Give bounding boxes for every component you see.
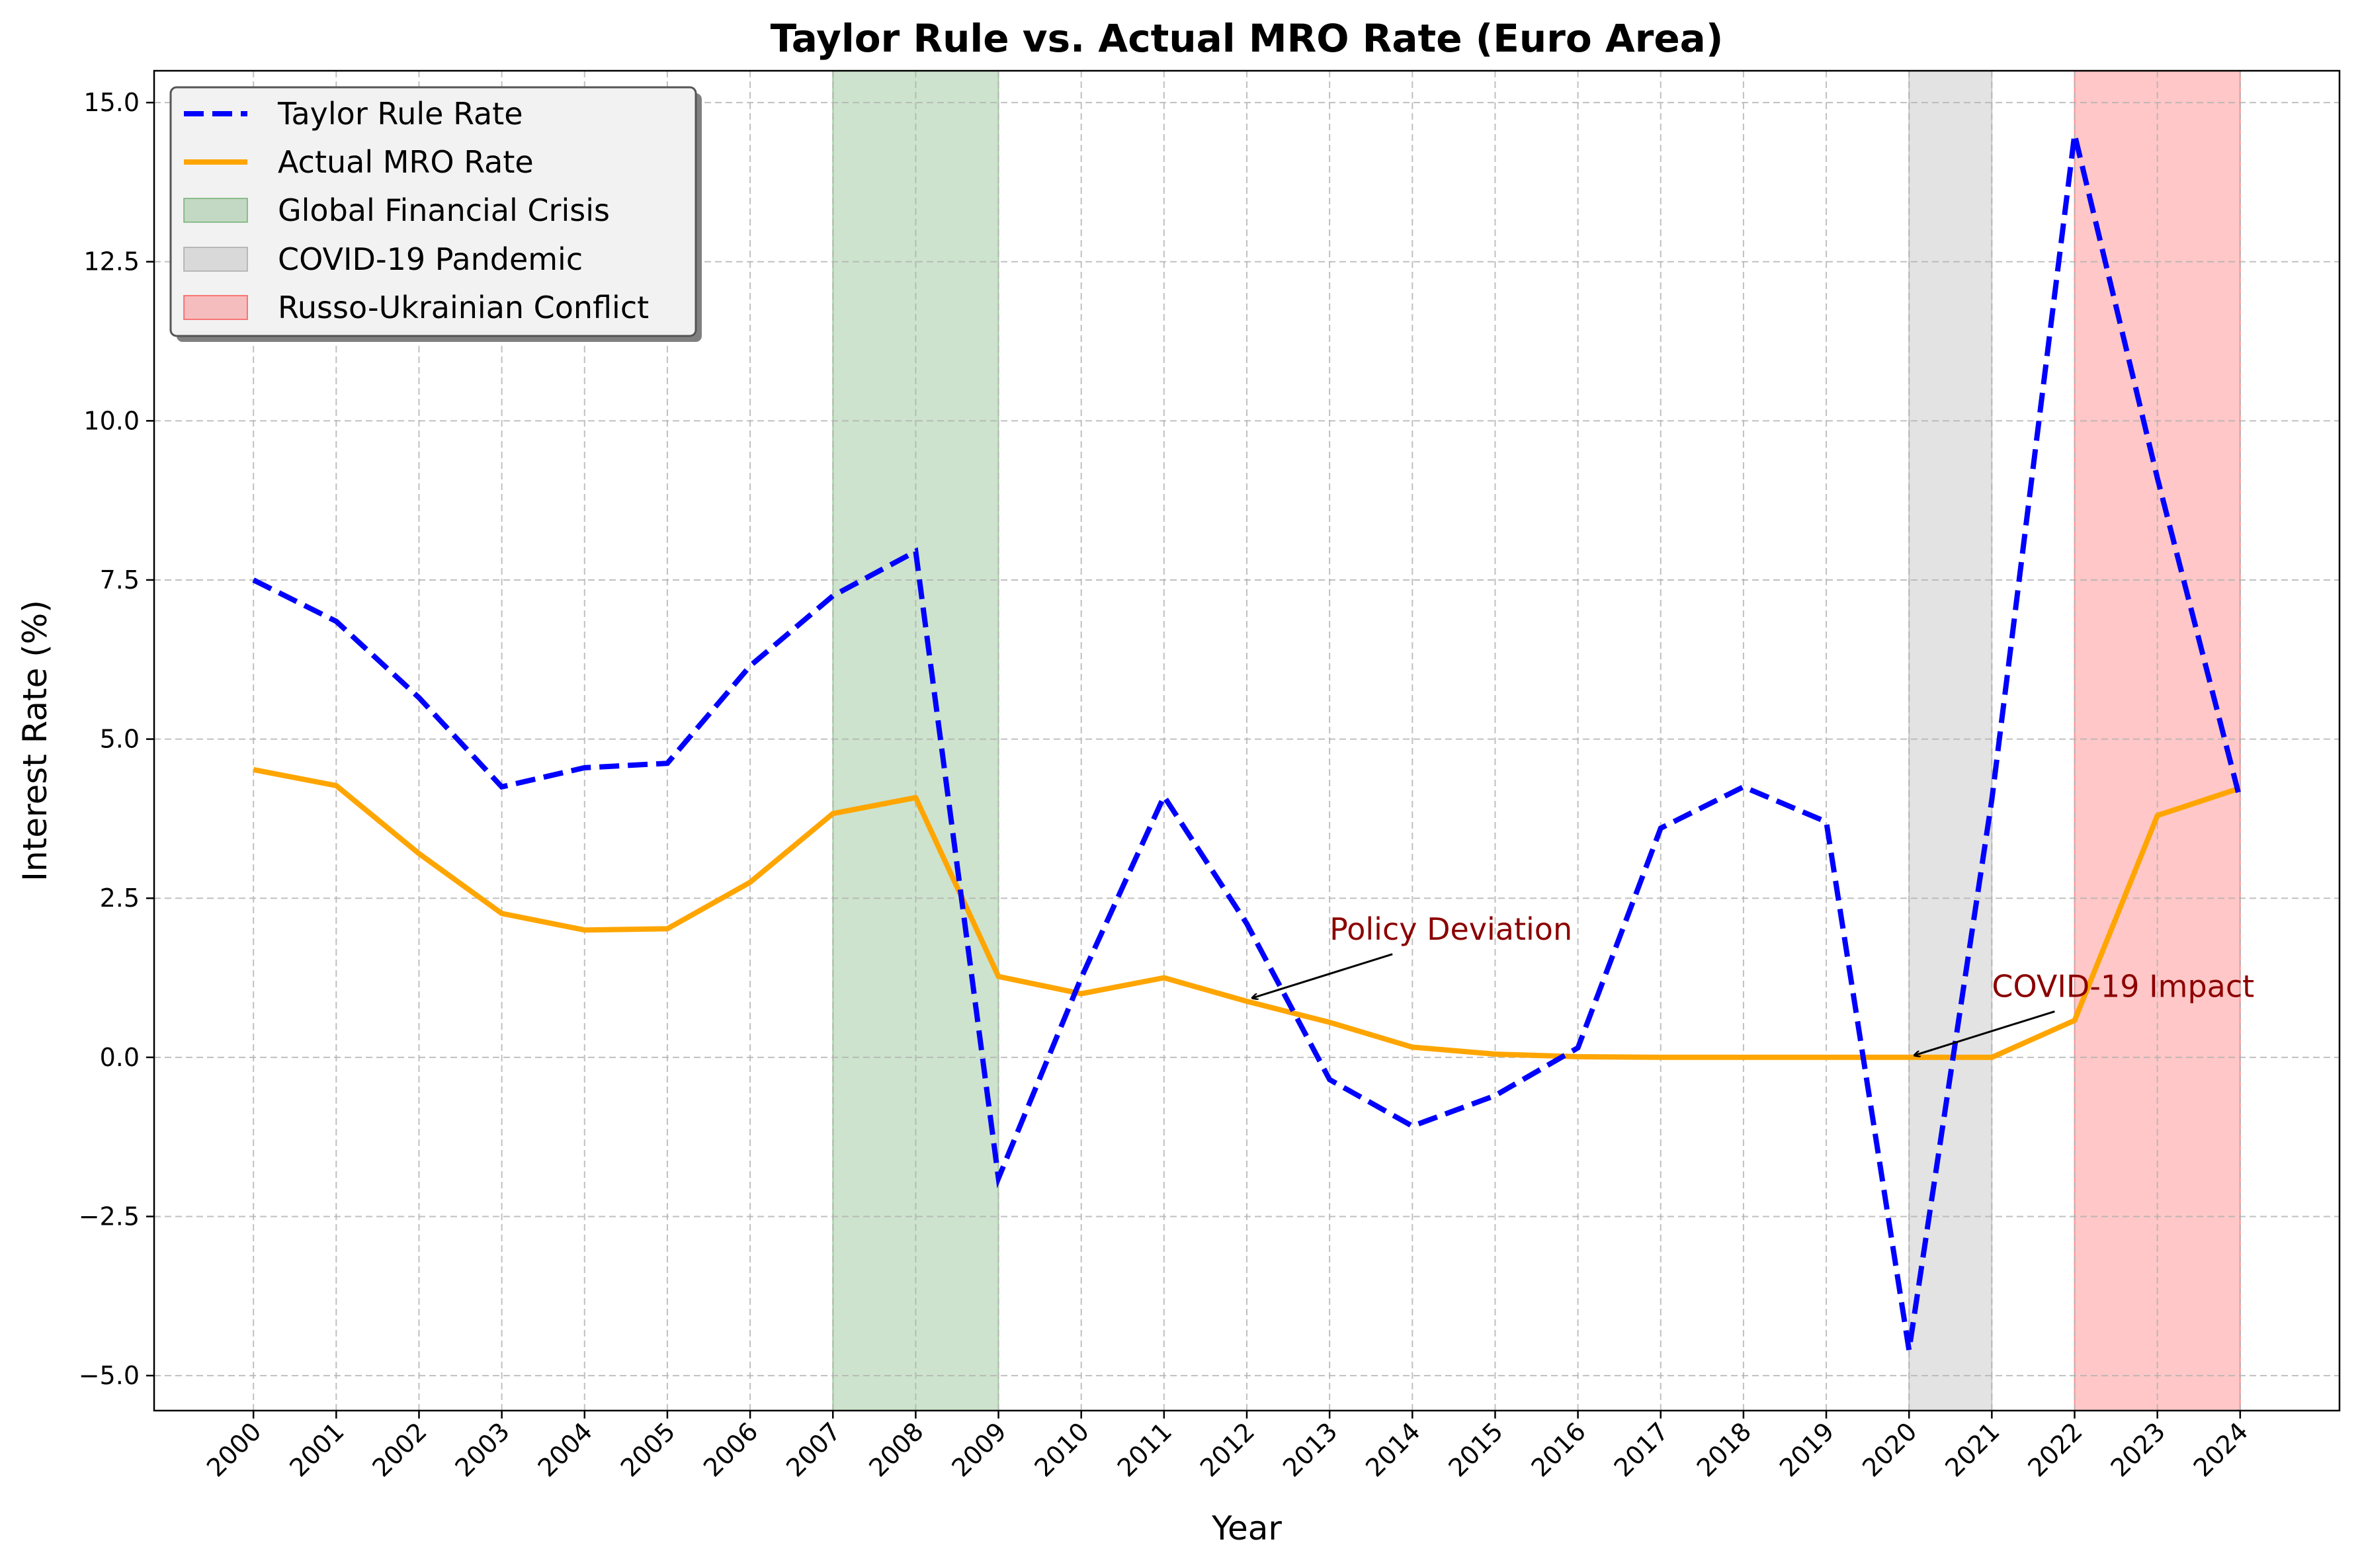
data-point bbox=[418, 853, 419, 854]
data-point bbox=[1660, 1057, 1662, 1058]
legend-label: COVID-19 Pandemic bbox=[278, 241, 583, 277]
data-point bbox=[832, 595, 833, 597]
data-point bbox=[1246, 1001, 1247, 1002]
data-point bbox=[1412, 1126, 1413, 1127]
data-point bbox=[1908, 1350, 1910, 1351]
y-tick-label: 2.5 bbox=[100, 884, 140, 913]
legend-label: Taylor Rule Rate bbox=[277, 96, 523, 132]
data-point bbox=[749, 665, 751, 667]
y-axis-ticks: −5.0 −2.5 0.0 2.5 5.0 7.5 10.0 12.5 15.0 bbox=[79, 88, 154, 1390]
y-tick-label: 0.0 bbox=[100, 1043, 140, 1072]
data-point bbox=[584, 929, 585, 930]
data-point bbox=[1412, 1046, 1413, 1048]
y-tick-label: 5.0 bbox=[100, 725, 140, 754]
annotations: Policy Deviation COVID-19 Impact bbox=[1252, 911, 2254, 1055]
grid-lines bbox=[154, 71, 2339, 1411]
y-tick-label: 12.5 bbox=[83, 247, 140, 276]
x-axis-label: Year bbox=[1211, 1509, 1282, 1547]
legend-label: Actual MRO Rate bbox=[278, 144, 534, 180]
data-point bbox=[749, 882, 751, 883]
shaded-region-2 bbox=[1909, 71, 1992, 1411]
data-point bbox=[2240, 799, 2241, 800]
data-point bbox=[667, 763, 668, 764]
data-point bbox=[1826, 1057, 1827, 1058]
data-point bbox=[1743, 786, 1744, 788]
data-point bbox=[1908, 1057, 1910, 1058]
chart-title: Taylor Rule vs. Actual MRO Rate (Euro Ar… bbox=[771, 16, 1724, 61]
legend-label: Global Financial Crisis bbox=[278, 192, 610, 228]
data-point bbox=[1081, 977, 1082, 979]
series-line-actual-mro bbox=[253, 766, 2242, 1060]
legend-swatch-patch bbox=[183, 247, 248, 272]
data-point bbox=[2157, 477, 2158, 479]
data-point bbox=[501, 913, 503, 914]
series-line-taylor-rule bbox=[252, 134, 2243, 1351]
y-axis-label: Interest Rate (%) bbox=[16, 600, 54, 882]
annotation-arrow bbox=[1914, 1010, 2055, 1055]
data-point bbox=[584, 767, 585, 768]
data-point bbox=[1743, 1057, 1744, 1058]
annotation-label: COVID-19 Impact bbox=[1992, 968, 2254, 1004]
data-point bbox=[2074, 134, 2076, 135]
data-point bbox=[998, 1178, 999, 1179]
data-point bbox=[998, 976, 999, 977]
data-point bbox=[418, 697, 419, 698]
legend-swatch-patch bbox=[183, 295, 248, 320]
annotation-label: Policy Deviation bbox=[1329, 911, 1572, 947]
y-tick-label: −5.0 bbox=[79, 1361, 140, 1390]
y-tick-label: −2.5 bbox=[79, 1202, 140, 1231]
data-point bbox=[1494, 1095, 1496, 1096]
annotation-arrow bbox=[1252, 953, 1393, 998]
data-point bbox=[335, 785, 337, 786]
legend-label: Russo-Ukrainian Conflict bbox=[278, 290, 649, 325]
data-point bbox=[335, 621, 337, 622]
legend-box bbox=[169, 86, 697, 337]
y-tick-label: 15.0 bbox=[83, 88, 140, 117]
data-point bbox=[1163, 977, 1165, 979]
data-point bbox=[1991, 1057, 1992, 1058]
data-point bbox=[1578, 1047, 1579, 1048]
data-point bbox=[2074, 1020, 2076, 1021]
data-point bbox=[253, 579, 254, 581]
data-point bbox=[1991, 799, 1992, 800]
data-point bbox=[501, 786, 503, 788]
data-point bbox=[667, 928, 668, 929]
data-point bbox=[915, 551, 916, 552]
y-tick-label: 10.0 bbox=[83, 406, 140, 435]
legend-swatch-patch bbox=[183, 198, 248, 223]
data-point bbox=[1246, 923, 1247, 925]
data-point bbox=[1826, 821, 1827, 823]
legend: Taylor Rule Rate Actual MRO Rate Global Fi… bbox=[169, 86, 702, 342]
data-point bbox=[1578, 1056, 1579, 1057]
data-point bbox=[1329, 1022, 1330, 1023]
data-point bbox=[832, 813, 833, 814]
data-point bbox=[1494, 1053, 1496, 1055]
data-point bbox=[915, 797, 916, 798]
y-tick-label: 7.5 bbox=[100, 565, 140, 595]
series-lines bbox=[252, 134, 2243, 1351]
data-point bbox=[1081, 993, 1082, 995]
data-point bbox=[1163, 796, 1165, 797]
data-point bbox=[2157, 815, 2158, 816]
data-point bbox=[253, 769, 254, 770]
data-point bbox=[1329, 1079, 1330, 1081]
data-point bbox=[1660, 827, 1662, 829]
